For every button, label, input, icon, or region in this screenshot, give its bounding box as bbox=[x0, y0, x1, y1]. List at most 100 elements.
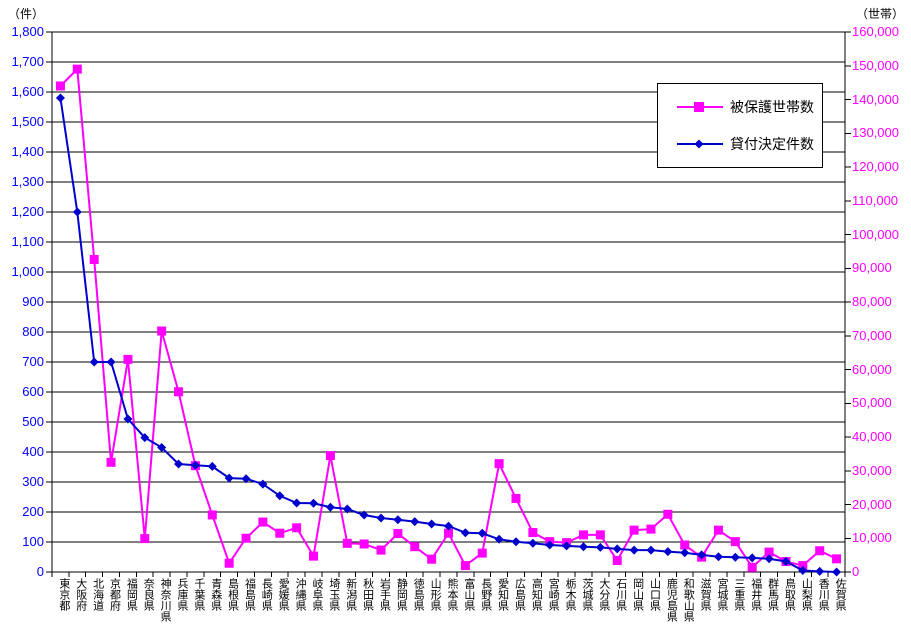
left-axis-tick-label: 900 bbox=[22, 294, 44, 309]
legend-label: 被保護世帯数 bbox=[730, 98, 814, 115]
x-axis-label: 香川県 bbox=[817, 578, 830, 611]
data-point-square bbox=[224, 558, 234, 568]
data-point-square bbox=[292, 523, 302, 533]
left-axis-tick-label: 1,200 bbox=[11, 204, 44, 219]
left-axis-tick-label: 1,600 bbox=[11, 84, 44, 99]
x-axis-label: 福岡県 bbox=[125, 578, 138, 611]
x-axis-label: 栃木県 bbox=[564, 578, 577, 611]
left-axis-tick-label: 400 bbox=[22, 444, 44, 459]
x-axis-label: 岐阜県 bbox=[311, 578, 324, 611]
data-point-diamond bbox=[207, 461, 217, 471]
left-axis-tick-label: 600 bbox=[22, 384, 44, 399]
data-point-diamond bbox=[140, 433, 150, 443]
data-point-square bbox=[595, 530, 605, 540]
data-point-diamond bbox=[815, 566, 825, 576]
data-point-square bbox=[410, 542, 420, 552]
data-point-diamond bbox=[393, 515, 403, 525]
right-axis-tick-label: 130,000 bbox=[852, 125, 899, 141]
data-point-square bbox=[72, 64, 82, 74]
data-point-square bbox=[275, 528, 285, 538]
right-axis-tick-label: 150,000 bbox=[852, 57, 899, 73]
legend-label: 貸付決定件数 bbox=[730, 136, 814, 153]
data-point-diamond bbox=[224, 473, 234, 483]
data-point-diamond bbox=[595, 542, 605, 552]
right-axis-tick-label: 90,000 bbox=[852, 260, 892, 276]
data-point-square bbox=[460, 561, 470, 571]
x-axis-label: 茨城県 bbox=[580, 578, 593, 611]
data-point-square bbox=[444, 528, 453, 538]
data-point-square bbox=[680, 540, 690, 550]
right-axis-tick-label: 10,000 bbox=[852, 530, 892, 546]
x-axis-label: 岩手県 bbox=[378, 578, 391, 611]
data-point-diamond bbox=[376, 513, 386, 523]
data-point-square bbox=[494, 459, 504, 469]
left-axis-tick-label: 1,500 bbox=[11, 114, 44, 129]
left-axis-tick-label: 1,700 bbox=[11, 54, 44, 69]
x-axis-label: 愛知県 bbox=[496, 578, 509, 611]
x-axis-label: 群馬県 bbox=[766, 578, 779, 611]
x-axis-label: 山梨県 bbox=[800, 578, 813, 611]
data-point-square bbox=[258, 517, 268, 527]
x-axis-label: 広島県 bbox=[513, 578, 526, 611]
left-axis-tick-label: 700 bbox=[22, 354, 44, 369]
data-point-diamond bbox=[697, 550, 707, 560]
data-point-square bbox=[427, 554, 437, 564]
data-point-square bbox=[730, 537, 740, 547]
data-point-square bbox=[325, 451, 335, 461]
x-axis-label: 山口県 bbox=[648, 578, 661, 611]
data-point-diamond bbox=[427, 519, 437, 529]
x-axis-label: 京都府 bbox=[108, 578, 121, 611]
x-axis-label: 宮崎県 bbox=[547, 578, 560, 611]
x-axis-label: 長崎県 bbox=[260, 578, 273, 611]
data-point-square bbox=[359, 539, 369, 549]
plot-frame bbox=[51, 31, 846, 573]
data-point-square bbox=[140, 534, 150, 544]
left-axis-tick-label: 1,800 bbox=[11, 24, 44, 39]
right-axis-tick-label: 120,000 bbox=[852, 159, 899, 174]
x-axis-label: 山形県 bbox=[429, 578, 442, 611]
data-point-diamond bbox=[764, 554, 774, 564]
x-axis-label: 鹿児島県 bbox=[665, 578, 678, 622]
data-point-diamond bbox=[157, 443, 167, 452]
data-point-square bbox=[241, 533, 251, 543]
data-point-square bbox=[832, 554, 842, 564]
data-point-diamond bbox=[258, 479, 268, 489]
x-axis-label: 奈良県 bbox=[142, 578, 155, 611]
data-point-square bbox=[815, 546, 825, 556]
x-axis-label: 秋田県 bbox=[361, 578, 374, 611]
x-axis-label: 埼玉県 bbox=[327, 578, 340, 611]
left-axis-tick-label: 1,100 bbox=[11, 234, 44, 249]
right-axis-tick-label: 30,000 bbox=[852, 462, 892, 478]
data-point-square bbox=[477, 548, 487, 558]
right-axis-tick-label: 110,000 bbox=[852, 192, 899, 208]
data-point-square bbox=[393, 529, 403, 539]
left-axis-tick-label: 1,400 bbox=[11, 144, 44, 159]
data-point-diamond bbox=[477, 528, 487, 538]
series-line-貸付決定件数 bbox=[59, 97, 837, 573]
x-axis-label: 神奈川県 bbox=[159, 578, 172, 622]
data-point-square bbox=[106, 457, 116, 467]
x-axis-label: 三重県 bbox=[732, 578, 745, 611]
data-point-square bbox=[612, 556, 622, 566]
data-point-diamond bbox=[747, 553, 757, 563]
x-axis-label: 青森県 bbox=[209, 578, 222, 611]
x-axis-label: 北海道 bbox=[91, 578, 104, 611]
data-point-diamond bbox=[494, 534, 504, 544]
data-point-square bbox=[511, 493, 521, 503]
data-point-diamond bbox=[410, 517, 420, 527]
data-point-diamond bbox=[444, 521, 453, 531]
right-axis-tick-label: 60,000 bbox=[852, 361, 892, 377]
data-point-diamond bbox=[106, 357, 116, 367]
legend: 被保護世帯数 貸付決定件数 bbox=[657, 83, 823, 168]
data-point-diamond bbox=[241, 474, 251, 484]
data-point-square bbox=[157, 326, 167, 336]
data-point-diamond bbox=[680, 548, 690, 558]
data-point-diamond bbox=[292, 498, 302, 508]
right-axis-tick-label: 100,000 bbox=[852, 226, 899, 242]
left-axis-tick-label: 500 bbox=[22, 414, 44, 429]
data-point-diamond bbox=[781, 557, 791, 566]
data-point-square bbox=[578, 530, 588, 540]
magenta-square-series-icon bbox=[677, 101, 723, 112]
data-point-diamond bbox=[359, 510, 369, 520]
data-point-square bbox=[89, 254, 99, 264]
